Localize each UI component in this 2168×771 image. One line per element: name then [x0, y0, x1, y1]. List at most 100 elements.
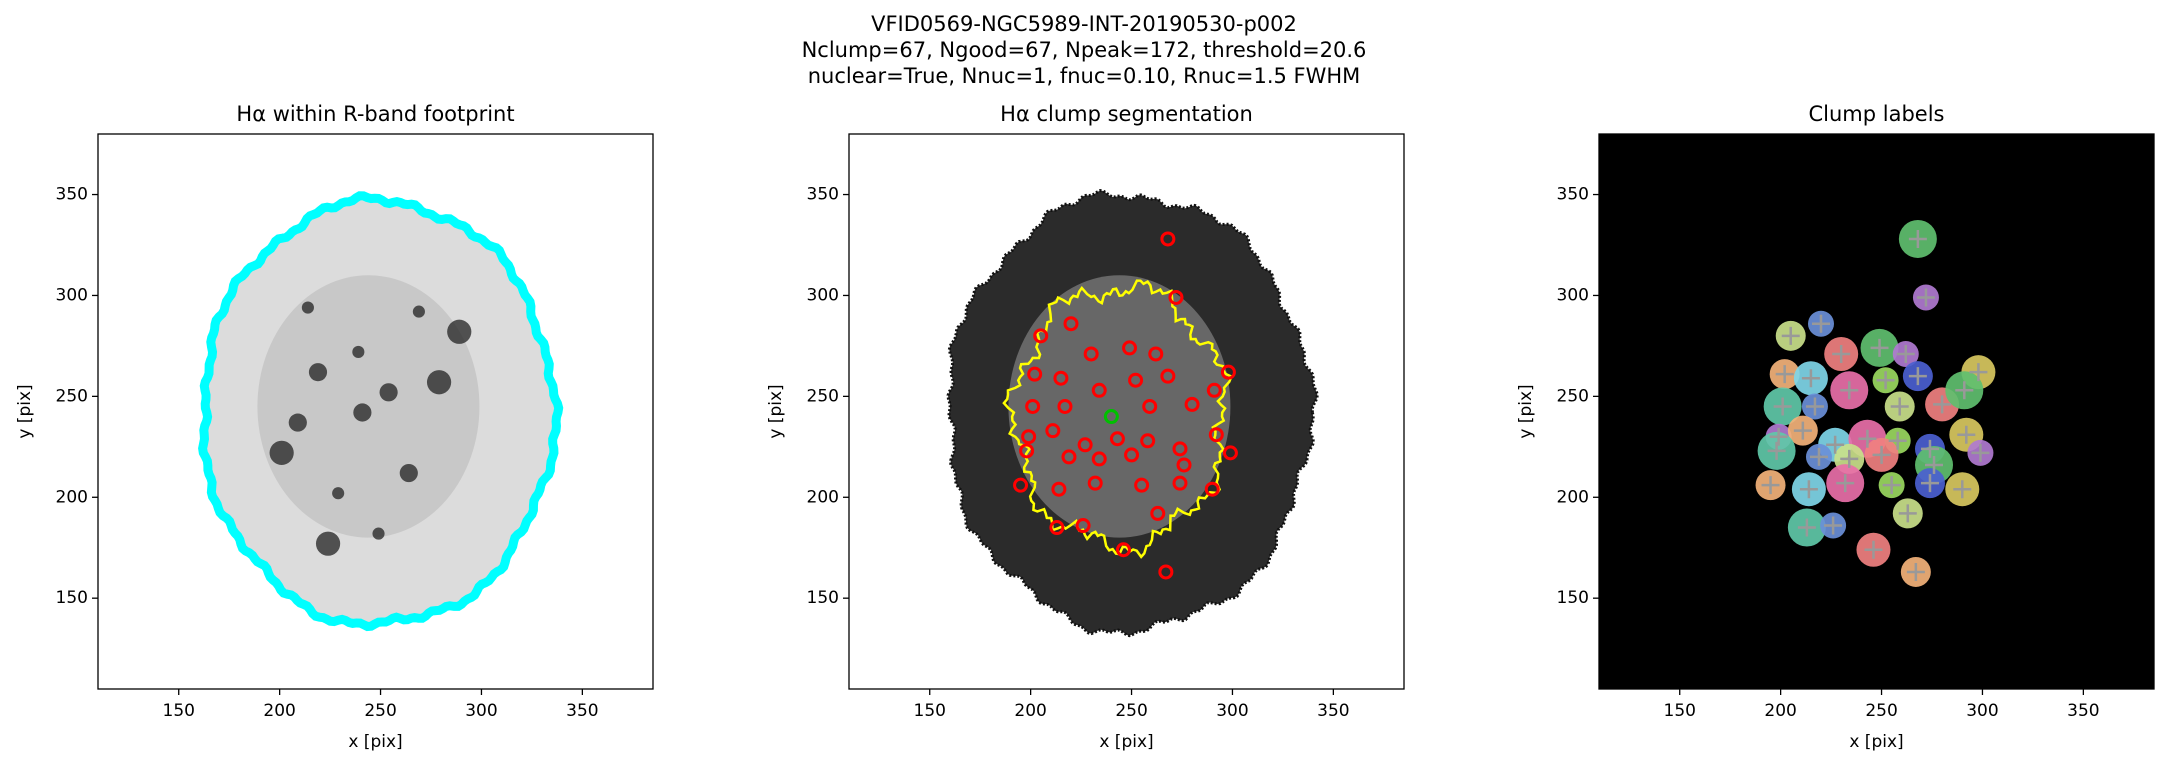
- suptitle: nuclear=True, Nnuc=1, fnuc=0.10, Rnuc=1.…: [808, 64, 1361, 88]
- y-tick-label: 200: [1557, 487, 1589, 507]
- clump-marker: [1858, 429, 1877, 448]
- suptitle: VFID0569-NGC5989-INT-20190530-p002: [871, 12, 1297, 36]
- clump-marker: [1826, 435, 1845, 454]
- x-tick-label: 350: [2067, 701, 2099, 721]
- clump-peak: [1222, 445, 1238, 461]
- x-axis-label: x [pix]: [1099, 732, 1153, 752]
- image-blob: [447, 319, 472, 344]
- clump-peak: [1027, 366, 1043, 382]
- clump-marker: [1767, 441, 1786, 460]
- clump-marker: [1890, 397, 1909, 416]
- clump-peak: [1109, 431, 1125, 447]
- clump-marker: [1870, 338, 1889, 357]
- x-tick-label: 300: [1966, 701, 1998, 721]
- x-axis-label: x [pix]: [1849, 732, 1903, 752]
- clump-marker: [1864, 540, 1883, 559]
- clump-peak: [1124, 447, 1140, 463]
- clump-marker: [1920, 439, 1939, 458]
- y-tick-label: 200: [807, 487, 839, 507]
- x-tick-label: 200: [263, 701, 295, 721]
- y-tick-label: 150: [807, 588, 839, 608]
- x-tick-label: 350: [566, 701, 598, 721]
- y-tick-label: 350: [1557, 185, 1589, 205]
- y-tick-label: 250: [1557, 386, 1589, 406]
- clump-marker: [1906, 562, 1925, 581]
- clump-marker: [1955, 381, 1974, 400]
- clump-marker: [1872, 445, 1891, 464]
- clump-peak: [1122, 340, 1138, 356]
- clump-peak: [1051, 481, 1067, 497]
- clump-marker: [1799, 480, 1818, 499]
- clump-marker: [1888, 431, 1907, 450]
- clump-peak: [1160, 368, 1176, 384]
- clump-marker: [1840, 449, 1859, 468]
- clump-marker: [1793, 421, 1812, 440]
- clump-marker: [1957, 425, 1976, 444]
- axes-frame: [97, 133, 654, 690]
- axes-title: Clump labels: [1809, 102, 1945, 126]
- clump-peak: [1128, 372, 1144, 388]
- clump-peak: [1019, 443, 1035, 459]
- image-blob: [332, 487, 345, 500]
- clump-peak: [1063, 316, 1079, 332]
- clump-peak: [1160, 231, 1176, 247]
- y-axis-label: y [pix]: [15, 384, 35, 438]
- clump-marker: [1773, 397, 1792, 416]
- image-blob: [379, 383, 398, 402]
- y-axis-label: y [pix]: [766, 384, 786, 438]
- clump-peak: [1053, 370, 1069, 386]
- clump-peak: [1172, 441, 1188, 457]
- clump-marker: [1908, 367, 1927, 386]
- clump-marker: [1781, 326, 1800, 345]
- clump-peak: [1184, 396, 1200, 412]
- y-tick-label: 350: [56, 185, 88, 205]
- axes-frame: [1598, 133, 2155, 690]
- clump-peak: [1013, 477, 1029, 493]
- clump-marker: [1953, 480, 1972, 499]
- image-blob: [288, 413, 307, 432]
- x-tick-label: 250: [1115, 701, 1147, 721]
- axes-title: Hα clump segmentation: [1000, 102, 1253, 126]
- clump-peak: [1206, 382, 1222, 398]
- image-blob: [308, 363, 328, 382]
- clump-peak: [1057, 398, 1073, 414]
- clump-peak: [1091, 382, 1107, 398]
- clump-peak: [1140, 433, 1156, 449]
- clump-marker: [1933, 395, 1952, 414]
- clump-marker: [1805, 397, 1824, 416]
- panel: [849, 134, 1404, 689]
- clump-peak: [1025, 398, 1041, 414]
- axes-title: Hα within R-band footprint: [236, 102, 514, 126]
- clump-marker: [1812, 314, 1830, 333]
- clump-peak: [1208, 427, 1224, 443]
- clump-marker: [1876, 371, 1895, 390]
- clump-peak: [1075, 518, 1091, 534]
- clump-peak: [1115, 542, 1131, 558]
- clump-peak: [1148, 346, 1164, 362]
- x-tick-label: 350: [1317, 701, 1349, 721]
- clump-peak: [1204, 481, 1220, 497]
- clump-peak: [1134, 477, 1150, 493]
- clump-marker: [1832, 344, 1851, 363]
- image-blob: [353, 403, 372, 422]
- clump-peak: [1091, 451, 1107, 467]
- clump-peak: [1220, 364, 1236, 380]
- clump-marker: [1824, 516, 1843, 535]
- y-axis-label: y [pix]: [1516, 384, 1536, 438]
- clump-peak: [1049, 520, 1065, 536]
- clump-peak: [1045, 423, 1061, 439]
- clump-marker: [1801, 369, 1820, 388]
- clump-marker: [1769, 427, 1788, 446]
- x-tick-label: 200: [1764, 701, 1796, 721]
- image-blob: [372, 527, 385, 540]
- y-tick-label: 200: [56, 487, 88, 507]
- y-tick-label: 150: [56, 588, 88, 608]
- clump-marker: [1916, 288, 1935, 307]
- clump-marker: [1809, 447, 1828, 466]
- y-tick-label: 300: [807, 285, 839, 305]
- suptitle: Nclump=67, Ngood=67, Npeak=172, threshol…: [802, 38, 1367, 62]
- axes-frame: [848, 133, 1405, 690]
- clump-marker: [1969, 363, 1988, 382]
- clump-peak: [1142, 398, 1158, 414]
